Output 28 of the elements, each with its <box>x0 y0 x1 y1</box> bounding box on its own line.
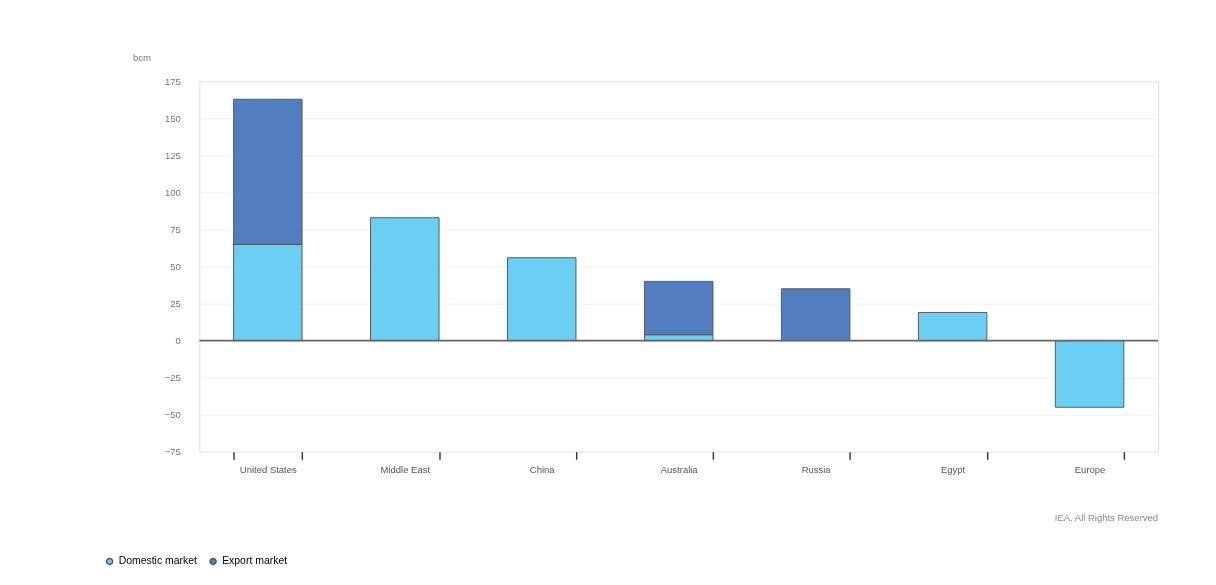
y-tick-label: 125 <box>165 149 181 161</box>
y-tick-label: −75 <box>164 446 181 457</box>
x-tick-label: United States <box>239 464 298 476</box>
x-tick-label: Middle East <box>380 464 431 476</box>
y-tick-label: 25 <box>170 297 181 309</box>
x-tick-label: Russia <box>801 464 832 476</box>
x-tick-label: China <box>529 464 556 476</box>
y-tick-label: 175 <box>165 75 181 87</box>
y-tick-label: 150 <box>165 112 181 124</box>
y-tick-label: −50 <box>164 408 181 420</box>
y-tick-label: 50 <box>170 260 181 272</box>
y-tick-label: 100 <box>165 186 181 198</box>
bar <box>917 312 988 342</box>
bar <box>507 257 577 342</box>
x-tick-label: Europe <box>1074 464 1106 476</box>
bar <box>644 280 714 336</box>
legend-label: Domestic market <box>118 555 198 567</box>
bar <box>1054 340 1125 408</box>
bar <box>780 288 851 342</box>
bar <box>370 217 440 342</box>
y-tick-label: −25 <box>164 371 181 383</box>
y-tick-label: 0 <box>175 334 181 346</box>
x-tick-label: Australia <box>660 464 699 476</box>
y-tick-label: 75 <box>170 223 181 235</box>
text: IEA. All Rights Reserved <box>1054 511 1159 523</box>
x-tick-label: Egypt <box>940 464 966 476</box>
y-axis-title: bcm <box>132 51 151 63</box>
legend-label: Export market <box>222 555 288 567</box>
